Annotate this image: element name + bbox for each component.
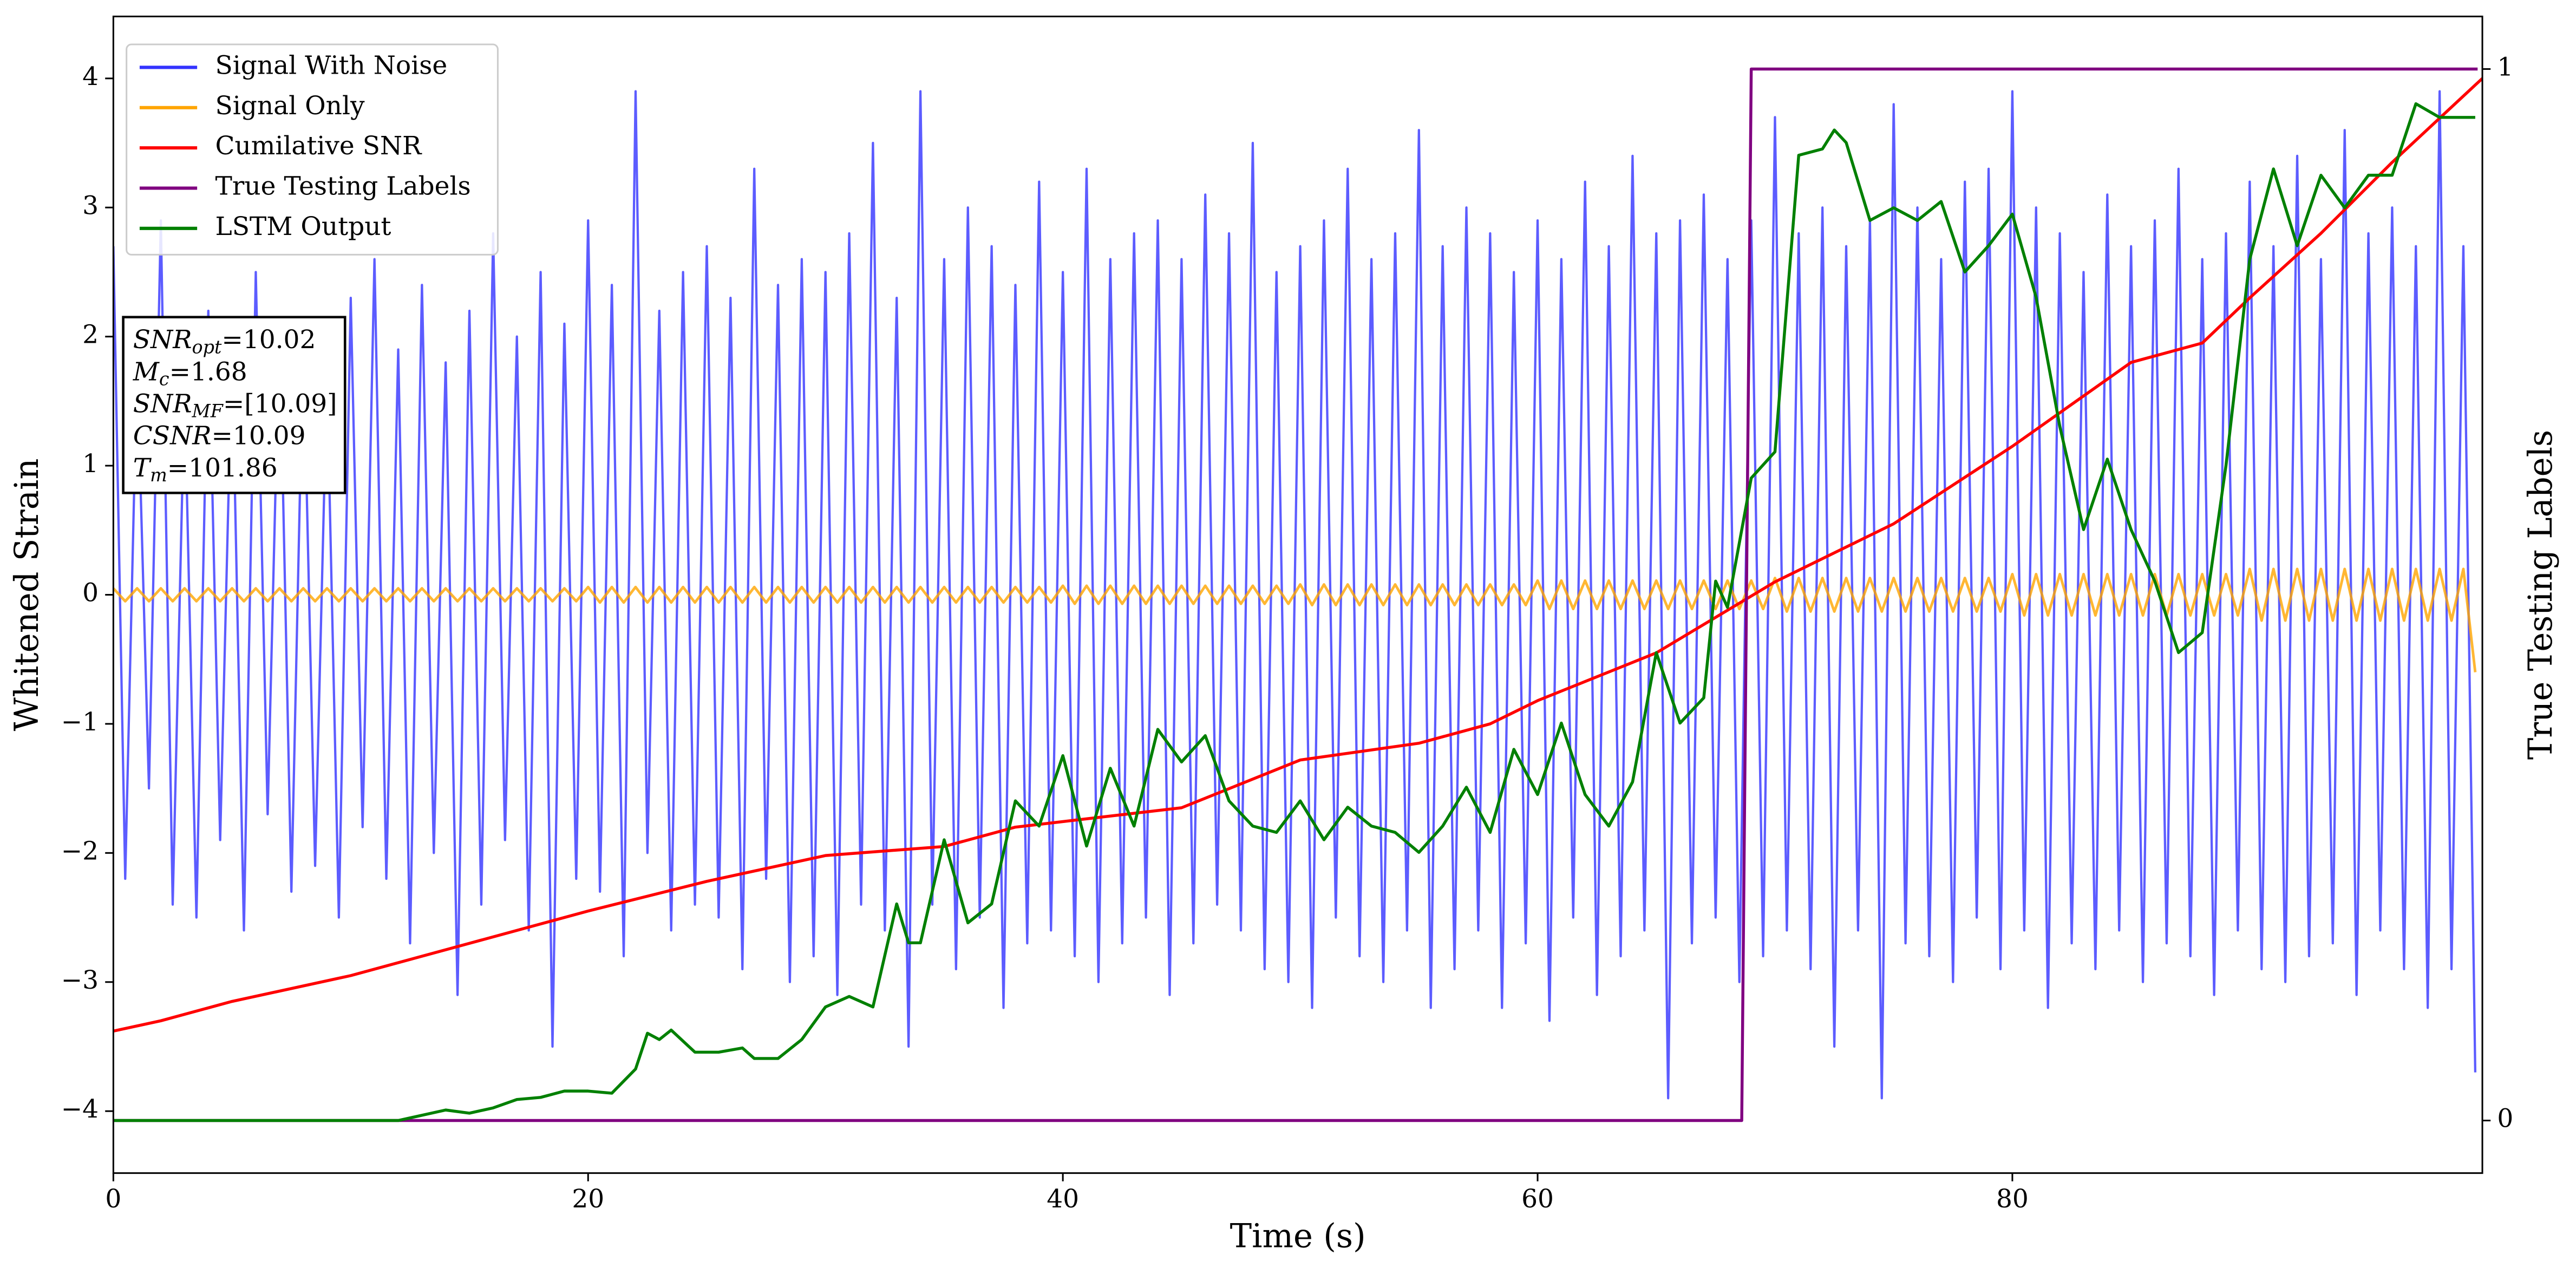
annotation-value: =10.09 [212, 421, 306, 451]
legend-label: True Testing Labels [215, 171, 471, 201]
y-tick-label: 0 [82, 578, 99, 608]
series-line [113, 77, 2483, 1033]
legend-label: Signal With Noise [215, 50, 448, 80]
annotation-symbol: SNR [133, 389, 192, 419]
series-line [113, 102, 2475, 1122]
annotation-line: Mc=1.68 [133, 357, 247, 389]
annotation-subscript: m [150, 465, 167, 486]
annotation-symbol: SNR [133, 325, 192, 355]
annotation-subscript: MF [192, 401, 224, 422]
annotation-symbol: T [133, 453, 152, 483]
y-tick-label: 3 [82, 191, 99, 220]
y2-axis-label: True Testing Labels [2522, 430, 2560, 760]
y2-tick-label: 1 [2497, 52, 2513, 82]
annotation-line: SNRopt=10.02 [133, 325, 316, 357]
series-line [113, 67, 2478, 1122]
annotation-value: =101.86 [167, 453, 278, 483]
plot-area [113, 67, 2483, 1122]
legend-label: Signal Only [215, 91, 365, 121]
annotation-subscript: opt [192, 336, 222, 357]
x-tick-label: 80 [1996, 1184, 2029, 1214]
x-tick-label: 60 [1521, 1184, 1554, 1214]
x-tick-label: 0 [105, 1184, 121, 1214]
annotation-line: SNRMF=[10.09] [133, 389, 337, 422]
annotation-line: Tm=101.86 [133, 453, 278, 486]
legend-box [126, 43, 499, 256]
y-tick-label: 1 [82, 449, 99, 479]
y-tick-label: −4 [61, 1094, 99, 1124]
series-line [113, 90, 2477, 1100]
annotation-value: =[10.09] [223, 389, 337, 419]
y-tick-label: −2 [61, 836, 99, 866]
annotation-box [122, 316, 346, 494]
annotation-symbol: M [133, 357, 160, 387]
y-tick-label: 2 [82, 320, 99, 350]
legend-label: Cumilative SNR [215, 131, 423, 161]
y-tick-label: −3 [61, 965, 99, 995]
y-axis-label: Whitened Strain [8, 459, 46, 731]
series-line [113, 567, 2477, 672]
annotation-symbol: CSNR [133, 421, 212, 451]
annotation-value: =10.02 [221, 325, 316, 355]
plot-frame [112, 15, 2483, 1174]
legend-label: LSTM Output [215, 212, 391, 241]
x-tick-label: 40 [1047, 1184, 1079, 1214]
y-tick-label: 4 [82, 62, 99, 92]
annotation-subscript: c [159, 369, 169, 390]
annotation-value: =1.68 [169, 357, 247, 387]
annotation-line: CSNR=10.09 [133, 421, 306, 451]
x-tick-label: 20 [572, 1184, 604, 1214]
y-tick-label: −1 [61, 707, 99, 737]
y2-tick-label: 0 [2497, 1104, 2513, 1134]
x-axis-label: Time (s) [1230, 1218, 1366, 1256]
